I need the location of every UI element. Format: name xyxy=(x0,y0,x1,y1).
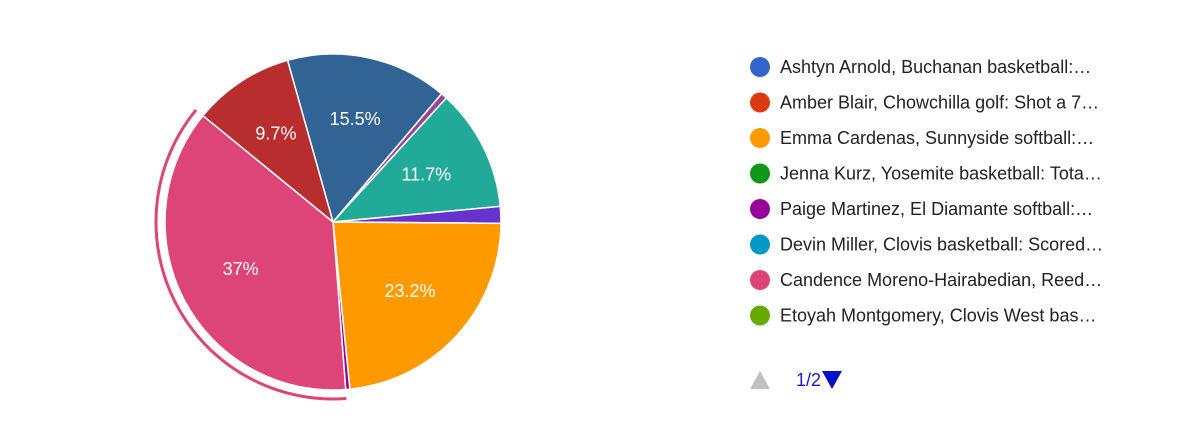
legend-swatch xyxy=(750,270,770,290)
selection-ring xyxy=(154,109,347,401)
legend-swatch xyxy=(750,234,770,255)
pie-slice xyxy=(286,53,443,224)
legend-label: Emma Cardenas, Sunnyside softball:… xyxy=(780,128,1094,148)
legend-swatch xyxy=(750,128,770,148)
pie-slice xyxy=(331,96,502,223)
legend-prev[interactable] xyxy=(750,371,770,389)
pie-slice xyxy=(164,114,347,391)
legend-swatch xyxy=(750,199,770,219)
slice-label: 37% xyxy=(223,259,259,279)
legend-label: Candence Moreno-Hairabedian, Reed… xyxy=(780,270,1102,290)
legend-swatch xyxy=(750,305,770,326)
legend-label: Ashtyn Arnold, Buchanan basketball:… xyxy=(780,57,1091,77)
legend-page: 1/2 xyxy=(796,370,821,390)
slice-label: 15.5% xyxy=(330,109,381,129)
legend-swatch xyxy=(750,163,770,184)
legend-swatch xyxy=(750,57,770,77)
legend-label: Devin Miller, Clovis basketball: Scored… xyxy=(780,234,1103,254)
legend-label: Jenna Kurz, Yosemite basketball: Tota… xyxy=(780,163,1102,183)
legend-label: Amber Blair, Chowchilla golf: Shot a 7… xyxy=(780,92,1099,112)
legend-label: Paige Martinez, El Diamante softball:… xyxy=(780,199,1093,219)
legend-label: Etoyah Montgomery, Clovis West bas… xyxy=(780,305,1096,325)
legend-swatch xyxy=(750,92,770,113)
pie-slice xyxy=(332,221,502,390)
legend-next[interactable] xyxy=(822,371,842,389)
slice-label: 11.7% xyxy=(401,164,451,184)
pie-slice xyxy=(201,59,335,225)
slice-label: 9.7% xyxy=(255,124,296,144)
slice-label: 23.2% xyxy=(384,281,435,301)
